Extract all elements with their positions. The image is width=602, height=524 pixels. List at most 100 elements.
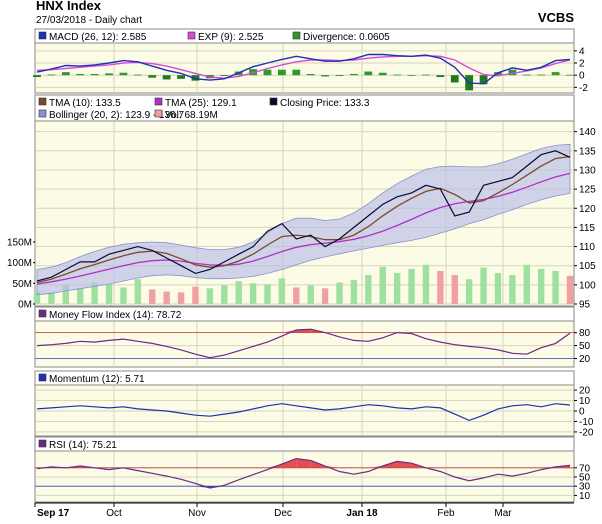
legend-label: Divergence: 0.0605: [303, 32, 390, 43]
y-tick-label: 80: [579, 328, 591, 339]
panel-legend-bar: [34, 28, 575, 44]
y-tick-label: -10: [579, 417, 594, 428]
volume-bar: [408, 268, 415, 304]
divergence-bar: [105, 73, 113, 76]
legend-swatch: [38, 439, 47, 448]
y-tick-label: 125: [579, 185, 596, 196]
volume-bar: [379, 266, 386, 304]
divergence-bar: [450, 75, 459, 83]
volume-tick-label: 0M: [18, 300, 32, 311]
y-tick-label: 115: [579, 223, 595, 234]
volume-tick-label: 100M: [7, 258, 32, 269]
legend-swatch: [269, 97, 278, 106]
mfi-line: [36, 328, 571, 359]
y-tick-label: 10: [579, 491, 591, 502]
legend-swatch: [154, 109, 163, 118]
divergence-bar: [537, 74, 546, 76]
panel-legend-bar: [34, 94, 575, 122]
volume-bar: [523, 264, 530, 304]
brand-label: VCBS: [538, 10, 574, 25]
x-tick-label: Jan 18: [346, 508, 378, 519]
overbought-fill: [281, 458, 297, 468]
y-tick-label: 120: [579, 204, 596, 215]
divergence-bar: [393, 74, 402, 76]
divergence-bar: [479, 75, 488, 85]
volume-bar: [264, 284, 271, 304]
divergence-bar: [407, 75, 416, 76]
y-tick-label: 95: [579, 300, 591, 311]
panel-price: TMA (10): 133.5 TMA (25): 129.1 Closing Pr…: [7, 94, 596, 311]
volume-bar: [566, 275, 574, 304]
legend-swatch: [38, 109, 47, 118]
volume-tick-label: 150M: [7, 238, 32, 249]
volume-bar: [91, 282, 98, 304]
y-tick-label: 20: [579, 354, 591, 365]
legend-swatch: [292, 31, 301, 40]
x-tick-label: Mar: [494, 508, 512, 519]
divergence-bar: [321, 75, 330, 77]
y-tick-label: 50: [579, 473, 591, 484]
macd-line: [36, 53, 571, 85]
tma25-line: [36, 172, 571, 285]
divergence-bar: [162, 75, 171, 80]
legend-label: TMA (10): 133.5: [49, 98, 121, 109]
volume-bar: [393, 273, 401, 304]
divergence-bar: [378, 72, 387, 76]
divergence-bar: [277, 69, 286, 76]
chart-title: HNX Index: [36, 0, 102, 13]
volume-bar: [552, 270, 559, 304]
volume-bar: [221, 285, 228, 304]
volume-bar: [537, 268, 545, 304]
legend-label: Momentum (12): 5.71: [49, 374, 145, 385]
y-tick-label: 4: [579, 46, 585, 57]
divergence-bar: [119, 72, 128, 76]
volume-bar: [307, 285, 314, 304]
exp-line: [36, 54, 571, 79]
divergence-bar: [508, 69, 517, 76]
legend-swatch: [187, 31, 196, 40]
divergence-bar: [522, 74, 531, 76]
bollinger-band: [36, 143, 571, 296]
volume-bar: [249, 283, 257, 304]
panel-macd: MACD (26, 12): 2.585 EXP (9): 2.525 Diverg…: [33, 28, 588, 94]
x-axis: Sep 17 Oct Nov Dec Jan 18 Feb Mar: [34, 502, 574, 519]
volume-bar: [105, 284, 113, 304]
divergence-bar: [335, 75, 344, 76]
volume-bar: [120, 287, 127, 304]
divergence-bar: [566, 74, 574, 76]
volume-bar: [451, 275, 458, 304]
volume-bar: [321, 288, 329, 304]
y-tick-label: 130: [579, 165, 596, 176]
volume-bar: [422, 264, 430, 304]
divergence-bar: [350, 73, 358, 76]
divergence-bar: [61, 72, 70, 76]
y-tick-label: 135: [579, 146, 596, 157]
volume-bar: [235, 281, 242, 304]
y-tick-label: 110: [579, 242, 595, 253]
volume-bar: [62, 285, 70, 304]
y-tick-label: 20: [579, 386, 591, 397]
divergence-bar: [306, 73, 315, 76]
volume-bar: [350, 280, 358, 304]
divergence-bar: [191, 75, 200, 81]
volume-tick-label: 50M: [13, 279, 32, 290]
rsi-line: [36, 457, 571, 489]
y-tick-label: 10: [579, 396, 591, 407]
legend-swatch: [38, 97, 47, 106]
legend-label: EXP (9): 2.525: [198, 32, 264, 43]
volume-bar: [33, 291, 41, 304]
divergence-bar: [364, 71, 373, 76]
divergence-bar: [76, 73, 85, 76]
volume-bar: [149, 289, 156, 304]
divergence-bar: [551, 72, 560, 76]
y-tick-label: 100: [579, 280, 596, 291]
closing-price-line: [36, 150, 571, 282]
y-tick-label: -2: [579, 83, 588, 94]
divergence-bar: [422, 74, 430, 76]
divergence-bar: [177, 75, 185, 79]
y-tick-label: 140: [579, 127, 596, 138]
legend-swatch: [38, 309, 47, 318]
